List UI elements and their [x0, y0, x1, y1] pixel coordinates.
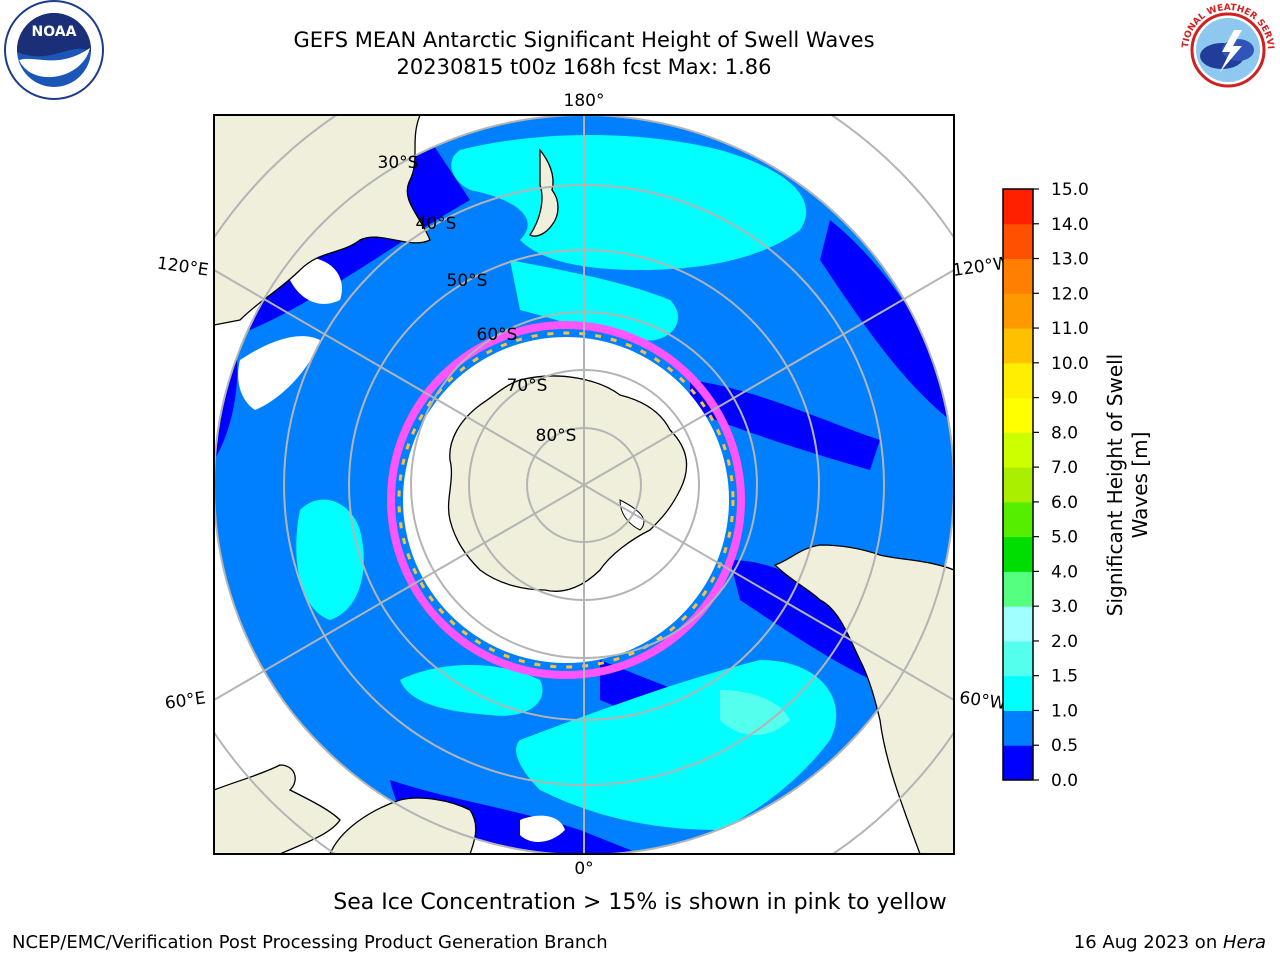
- colorbar-tick-label: 6.0: [1051, 493, 1078, 513]
- colorbar-segment: [1003, 675, 1033, 711]
- footer-date: 16 Aug 2023 on Hera: [1074, 932, 1266, 953]
- colorbar-segment: [1003, 362, 1033, 399]
- nws-logo: NATIONAL WEATHER SERVICE: [1172, 0, 1280, 108]
- colorbar-segment: [1003, 710, 1033, 746]
- graticule: [214, 115, 954, 854]
- noaa-logo-text: NOAA: [32, 24, 77, 40]
- colorbar-tick-label: 9.0: [1051, 389, 1078, 409]
- colorbar: 0.0 0.5 1.0 1.5 2.0 3.0 4.0 5.0 6.0 7.0 8.0 9.0 10.0…: [1002, 180, 1089, 791]
- colorbar-segment: [1003, 189, 1033, 225]
- colorbar-segment: [1003, 606, 1033, 642]
- lon-label-0: 0°: [574, 859, 593, 879]
- colorbar-segment: [1003, 571, 1033, 607]
- colorbar-label-line: Waves [m]: [1128, 431, 1152, 539]
- colorbar-tick-label: 8.0: [1051, 423, 1078, 443]
- colorbar-segment: [1003, 745, 1033, 781]
- land-masses: [214, 115, 954, 854]
- lat-label-60s: 60°S: [477, 325, 518, 345]
- colorbar-tick-label: 13.0: [1051, 250, 1089, 270]
- colorbar-tick-label: 4.0: [1051, 562, 1078, 582]
- footer-credit: NCEP/EMC/Verification Post Processing Pr…: [12, 932, 608, 953]
- lon-label-180: 180°: [564, 91, 605, 111]
- colorbar-segment: [1003, 258, 1033, 294]
- colorbar-segment: [1003, 432, 1033, 468]
- colorbar-label-line: Significant Height of Swell: [1103, 353, 1127, 617]
- lat-label-80s: 80°S: [536, 426, 577, 446]
- map-frame: [213, 114, 955, 855]
- colorbar-tick-label: 0.0: [1051, 771, 1078, 791]
- colorbar-label: Significant Height of Swell Waves [m]: [1103, 354, 1153, 616]
- lat-label-30s: 30°S: [378, 153, 419, 173]
- colorbar-segment: [1003, 640, 1033, 677]
- lon-label-60e: 60°E: [164, 688, 207, 713]
- sea-ice-caption: Sea Ice Concentration > 15% is shown in …: [333, 890, 947, 915]
- lon-label-60w: 60°W: [958, 688, 1007, 714]
- colorbar-segment: [1003, 536, 1033, 572]
- colorbar-segment: [1003, 501, 1033, 538]
- colorbar-tick-label: 1.5: [1051, 667, 1078, 687]
- colorbar-tick-label: 0.5: [1051, 736, 1078, 756]
- colorbar-frame: [1002, 188, 1034, 781]
- lat-label-50s: 50°S: [447, 271, 488, 291]
- lat-label-70s: 70°S: [507, 376, 548, 396]
- chart-subtitle: 20230815 t00z 168h fcst Max: 1.86: [396, 55, 772, 79]
- colorbar-segment: [1003, 467, 1033, 503]
- colorbar-tick-label: 10.0: [1051, 354, 1089, 374]
- footer-host: Hera: [1222, 932, 1266, 953]
- chart-title: GEFS MEAN Antarctic Significant Height o…: [293, 28, 875, 52]
- colorbar-tick-label: 12.0: [1051, 284, 1089, 304]
- colorbar-tick-label: 2.0: [1051, 632, 1078, 652]
- footer-date-text: 16 Aug 2023 on: [1073, 932, 1223, 953]
- lat-label-40s: 40°S: [416, 214, 457, 234]
- colorbar-tick-label: 7.0: [1051, 458, 1078, 478]
- antarctica-landmass: [447, 375, 688, 592]
- colorbar-segment: [1003, 397, 1033, 433]
- colorbar-tick-label: 1.0: [1051, 701, 1078, 721]
- colorbar-tick-label: 3.0: [1051, 597, 1078, 617]
- colorbar-segment: [1003, 293, 1033, 329]
- lon-label-120e: 120°E: [156, 254, 210, 281]
- colorbar-tick-label: 14.0: [1051, 215, 1089, 235]
- colorbar-segment: [1003, 328, 1033, 364]
- noaa-logo: NOAA: [2, 0, 106, 108]
- colorbar-tick-label: 15.0: [1051, 180, 1089, 200]
- colorbar-tick-label: 11.0: [1051, 319, 1089, 339]
- colorbar-tick-label: 5.0: [1051, 528, 1078, 548]
- colorbar-segment: [1003, 223, 1033, 260]
